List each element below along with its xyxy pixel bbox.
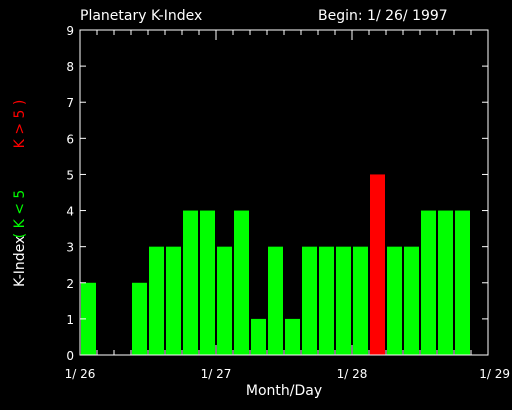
legend-high: K > 5 ) (12, 100, 28, 149)
y-tick-label: 6 (66, 132, 74, 146)
x-tick-label: 1/ 29 (479, 367, 510, 381)
bar (455, 210, 470, 355)
y-tick-label: 5 (66, 168, 74, 182)
bar (251, 318, 266, 355)
bar (302, 246, 317, 355)
bar (200, 210, 215, 355)
y-tick-label: 0 (66, 349, 74, 363)
y-tick-label: 1 (66, 313, 74, 327)
y-axis-label: K-Index (12, 236, 28, 287)
bar (387, 246, 402, 355)
bar (132, 282, 147, 355)
bar (81, 282, 96, 355)
bar (319, 246, 334, 355)
x-tick-label: 1/ 28 (337, 367, 368, 381)
chart-title: Planetary K-Index (80, 8, 202, 24)
y-tick-label: 4 (66, 205, 74, 219)
bar (149, 246, 164, 355)
bar (336, 246, 351, 355)
y-tick-label: 7 (66, 96, 74, 110)
y-tick-label: 3 (66, 241, 74, 255)
bar (166, 246, 181, 355)
legend-low: ( K < 5 (12, 190, 28, 239)
bars-group (81, 174, 470, 355)
bar (217, 246, 232, 355)
y-axis-ticks: 0 1 2 3 4 5 6 7 8 9 (66, 24, 488, 363)
chart-subtitle: Begin: 1/ 26/ 1997 (318, 8, 448, 24)
x-axis-ticks: 1/ 26 1/ 27 1/ 28 1/ 29 (65, 30, 510, 381)
bar (438, 210, 453, 355)
bar (370, 174, 385, 355)
y-tick-label: 2 (66, 277, 74, 291)
x-tick-label: 1/ 27 (201, 367, 232, 381)
bar (353, 246, 368, 355)
y-tick-label: 9 (66, 24, 74, 38)
bar (285, 318, 300, 355)
bar (268, 246, 283, 355)
bar (421, 210, 436, 355)
bar (183, 210, 198, 355)
y-tick-label: 8 (66, 60, 74, 74)
x-axis-label: Month/Day (246, 383, 322, 399)
x-tick-label: 1/ 26 (65, 367, 96, 381)
bar (404, 246, 419, 355)
bar (234, 210, 249, 355)
